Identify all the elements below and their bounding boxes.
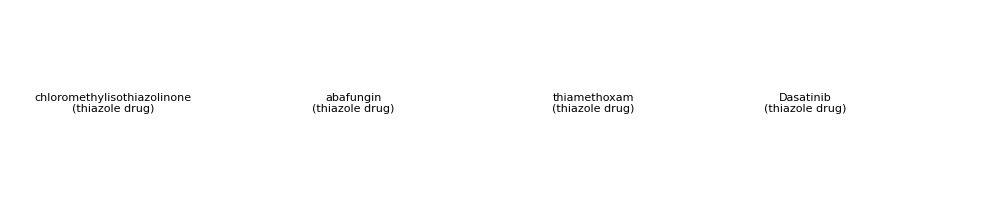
Text: thiamethoxam
(thiazole drug): thiamethoxam (thiazole drug)	[552, 92, 635, 114]
Text: Dasatinib
(thiazole drug): Dasatinib (thiazole drug)	[764, 92, 846, 114]
Text: abafungin
(thiazole drug): abafungin (thiazole drug)	[312, 92, 394, 114]
Text: chloromethylisothiazolinone
(thiazole drug): chloromethylisothiazolinone (thiazole dr…	[34, 92, 192, 114]
